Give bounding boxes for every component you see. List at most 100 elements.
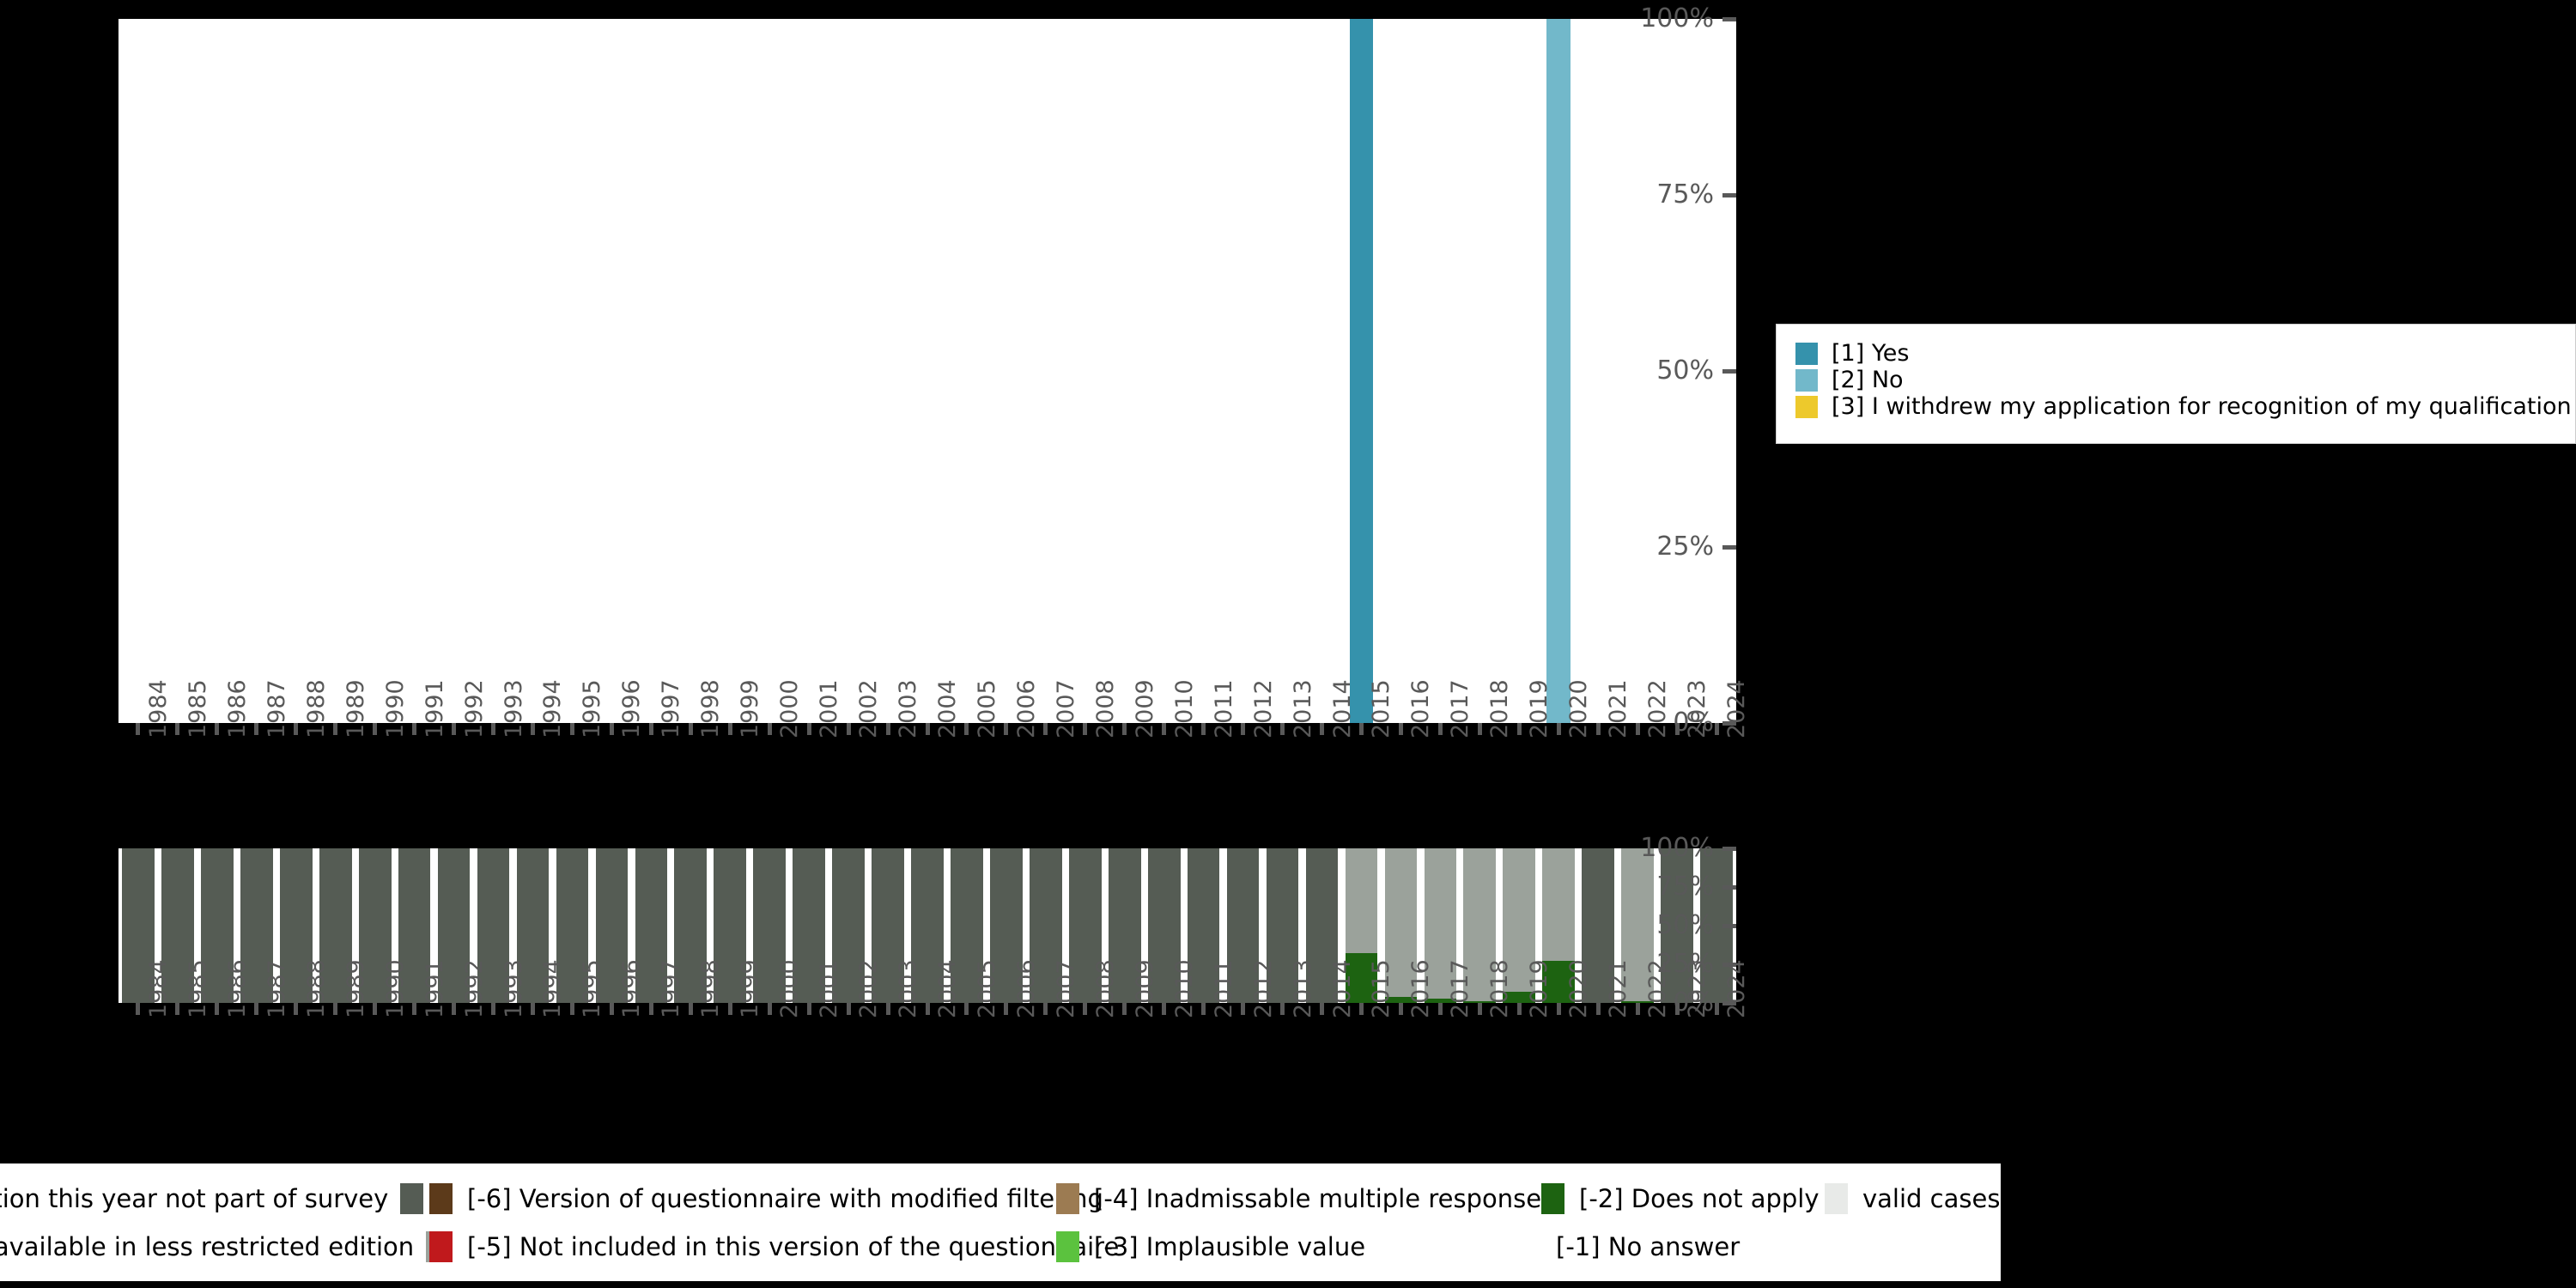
value-legend-swatch xyxy=(1795,395,1818,418)
coverage-bar-segment xyxy=(279,848,313,1003)
coverage-bar-segment xyxy=(1030,848,1062,1003)
coverage-x-tick-label: 2019 xyxy=(1526,959,1553,1018)
x-tick-label: 2009 xyxy=(1131,679,1158,738)
coverage-bar-segment xyxy=(1345,848,1378,954)
x-tick-mark xyxy=(1320,723,1324,735)
coverage-bar xyxy=(1621,848,1654,1003)
coverage-x-tick-label: 1994 xyxy=(539,959,567,1018)
x-tick-mark xyxy=(333,723,338,735)
coverage-bar xyxy=(635,848,668,1003)
coverage-bar xyxy=(1503,848,1536,1003)
coverage-x-tick-label: 1998 xyxy=(697,959,725,1018)
coverage-bar-segment xyxy=(1147,848,1181,1003)
coverage-bar-segment xyxy=(1226,848,1260,1003)
y-tick-label: 100% xyxy=(1640,3,1714,33)
x-tick-mark xyxy=(373,723,378,735)
x-tick-label: 1995 xyxy=(579,679,606,738)
x-tick-mark xyxy=(452,723,457,735)
coverage-x-tick-label: 2017 xyxy=(1447,959,1474,1018)
coverage-x-tick-mark xyxy=(1241,1003,1246,1015)
coverage-x-tick-mark xyxy=(1162,1003,1167,1015)
coverage-bar xyxy=(1187,848,1220,1003)
x-tick-mark xyxy=(1280,723,1285,735)
y-tick-mark xyxy=(1722,192,1736,197)
missing-legend-swatch xyxy=(1541,1183,1564,1214)
coverage-x-tick-mark xyxy=(727,1003,732,1015)
missing-legend-label: [-5] Not included in this version of the… xyxy=(467,1231,1120,1261)
x-tick-label: 1985 xyxy=(184,679,211,738)
x-tick-mark xyxy=(1437,723,1443,735)
x-tick-mark xyxy=(215,723,220,735)
x-tick-label: 2004 xyxy=(934,679,961,738)
x-tick-mark xyxy=(1556,723,1561,735)
value-legend-swatch xyxy=(1795,368,1818,392)
x-tick-mark xyxy=(1162,723,1167,735)
coverage-bar-segment xyxy=(240,848,273,1003)
coverage-x-tick-label: 2004 xyxy=(934,959,961,1018)
coverage-x-tick-label: 2021 xyxy=(1605,959,1632,1018)
coverage-bar-segment xyxy=(951,848,983,1003)
x-tick-label: 1998 xyxy=(697,679,725,738)
coverage-bar-segment xyxy=(1582,848,1614,1003)
x-tick-label: 2020 xyxy=(1565,679,1593,738)
coverage-bar-segment xyxy=(1661,848,1693,1003)
coverage-bars-container xyxy=(118,848,1736,1003)
missing-legend-label: uestion this year not part of survey xyxy=(0,1183,389,1213)
coverage-x-tick-label: 2007 xyxy=(1052,959,1079,1018)
x-tick-label: 1990 xyxy=(381,679,409,738)
coverage-bar-segment xyxy=(674,848,708,1003)
coverage-bar xyxy=(595,848,629,1003)
main-bar-chart: 100% 75% 50% 25% 0% 1984 1985 1986 1987 1988 1989… xyxy=(0,0,1750,824)
coverage-bar xyxy=(122,848,155,1003)
coverage-x-tick-label: 2006 xyxy=(1012,959,1040,1018)
coverage-bar xyxy=(1108,848,1141,1003)
x-tick-mark xyxy=(609,723,614,735)
coverage-x-tick-mark xyxy=(373,1003,378,1015)
coverage-bar-segment xyxy=(595,848,629,1003)
y-tick-label: 50% xyxy=(1656,355,1714,386)
coverage-bar xyxy=(319,848,352,1003)
coverage-x-tick-label: 2020 xyxy=(1565,959,1593,1018)
missing-legend-swatch xyxy=(1056,1231,1079,1262)
coverage-x-tick-label: 1989 xyxy=(342,959,369,1018)
coverage-x-tick-label: 1992 xyxy=(460,959,488,1018)
coverage-x-tick-mark xyxy=(1043,1003,1048,1015)
x-tick-label: 2024 xyxy=(1723,679,1751,738)
coverage-bar xyxy=(240,848,273,1003)
x-tick-mark xyxy=(1083,723,1088,735)
x-tick-mark xyxy=(530,723,535,735)
coverage-x-tick-mark xyxy=(609,1003,614,1015)
coverage-bar-segment xyxy=(1463,848,1497,1002)
coverage-bar xyxy=(1384,848,1418,1003)
x-tick-label: 2015 xyxy=(1368,679,1395,738)
x-tick-label: 1991 xyxy=(421,679,448,738)
value-legend-label: [2] No xyxy=(1832,367,1904,393)
coverage-bar-segment xyxy=(1424,998,1457,1003)
x-tick-mark xyxy=(806,723,811,735)
coverage-bar xyxy=(437,848,471,1003)
coverage-x-tick-label: 1986 xyxy=(223,959,251,1018)
x-tick-label: 2013 xyxy=(1289,679,1316,738)
coverage-bar-segment xyxy=(1621,1001,1654,1003)
coverage-bar-segment xyxy=(319,848,352,1003)
coverage-bar xyxy=(1147,848,1181,1003)
x-tick-mark xyxy=(688,723,693,735)
coverage-x-tick-label: 2012 xyxy=(1249,959,1277,1018)
value-legend-item: [3] I withdrew my application for recogn… xyxy=(1795,393,2575,420)
coverage-bar-segment xyxy=(1187,848,1220,1003)
coverage-bar-segment xyxy=(832,848,865,1003)
coverage-bar xyxy=(1542,848,1576,1003)
coverage-x-tick-label: 2013 xyxy=(1289,959,1316,1018)
x-tick-label: 1992 xyxy=(460,679,488,738)
coverage-x-tick-label: 2003 xyxy=(895,959,922,1018)
y-tick-mark xyxy=(1722,16,1736,21)
value-legend-item: [2] No xyxy=(1795,367,2575,393)
missing-legend-swatch xyxy=(1056,1183,1079,1214)
coverage-x-tick-mark xyxy=(1358,1003,1364,1015)
coverage-bar-segment xyxy=(1542,961,1576,1003)
coverage-bar xyxy=(1030,848,1062,1003)
x-tick-mark xyxy=(1516,723,1522,735)
x-tick-label: 1994 xyxy=(539,679,567,738)
coverage-x-tick-mark xyxy=(136,1003,141,1015)
coverage-x-tick-mark xyxy=(254,1003,259,1015)
